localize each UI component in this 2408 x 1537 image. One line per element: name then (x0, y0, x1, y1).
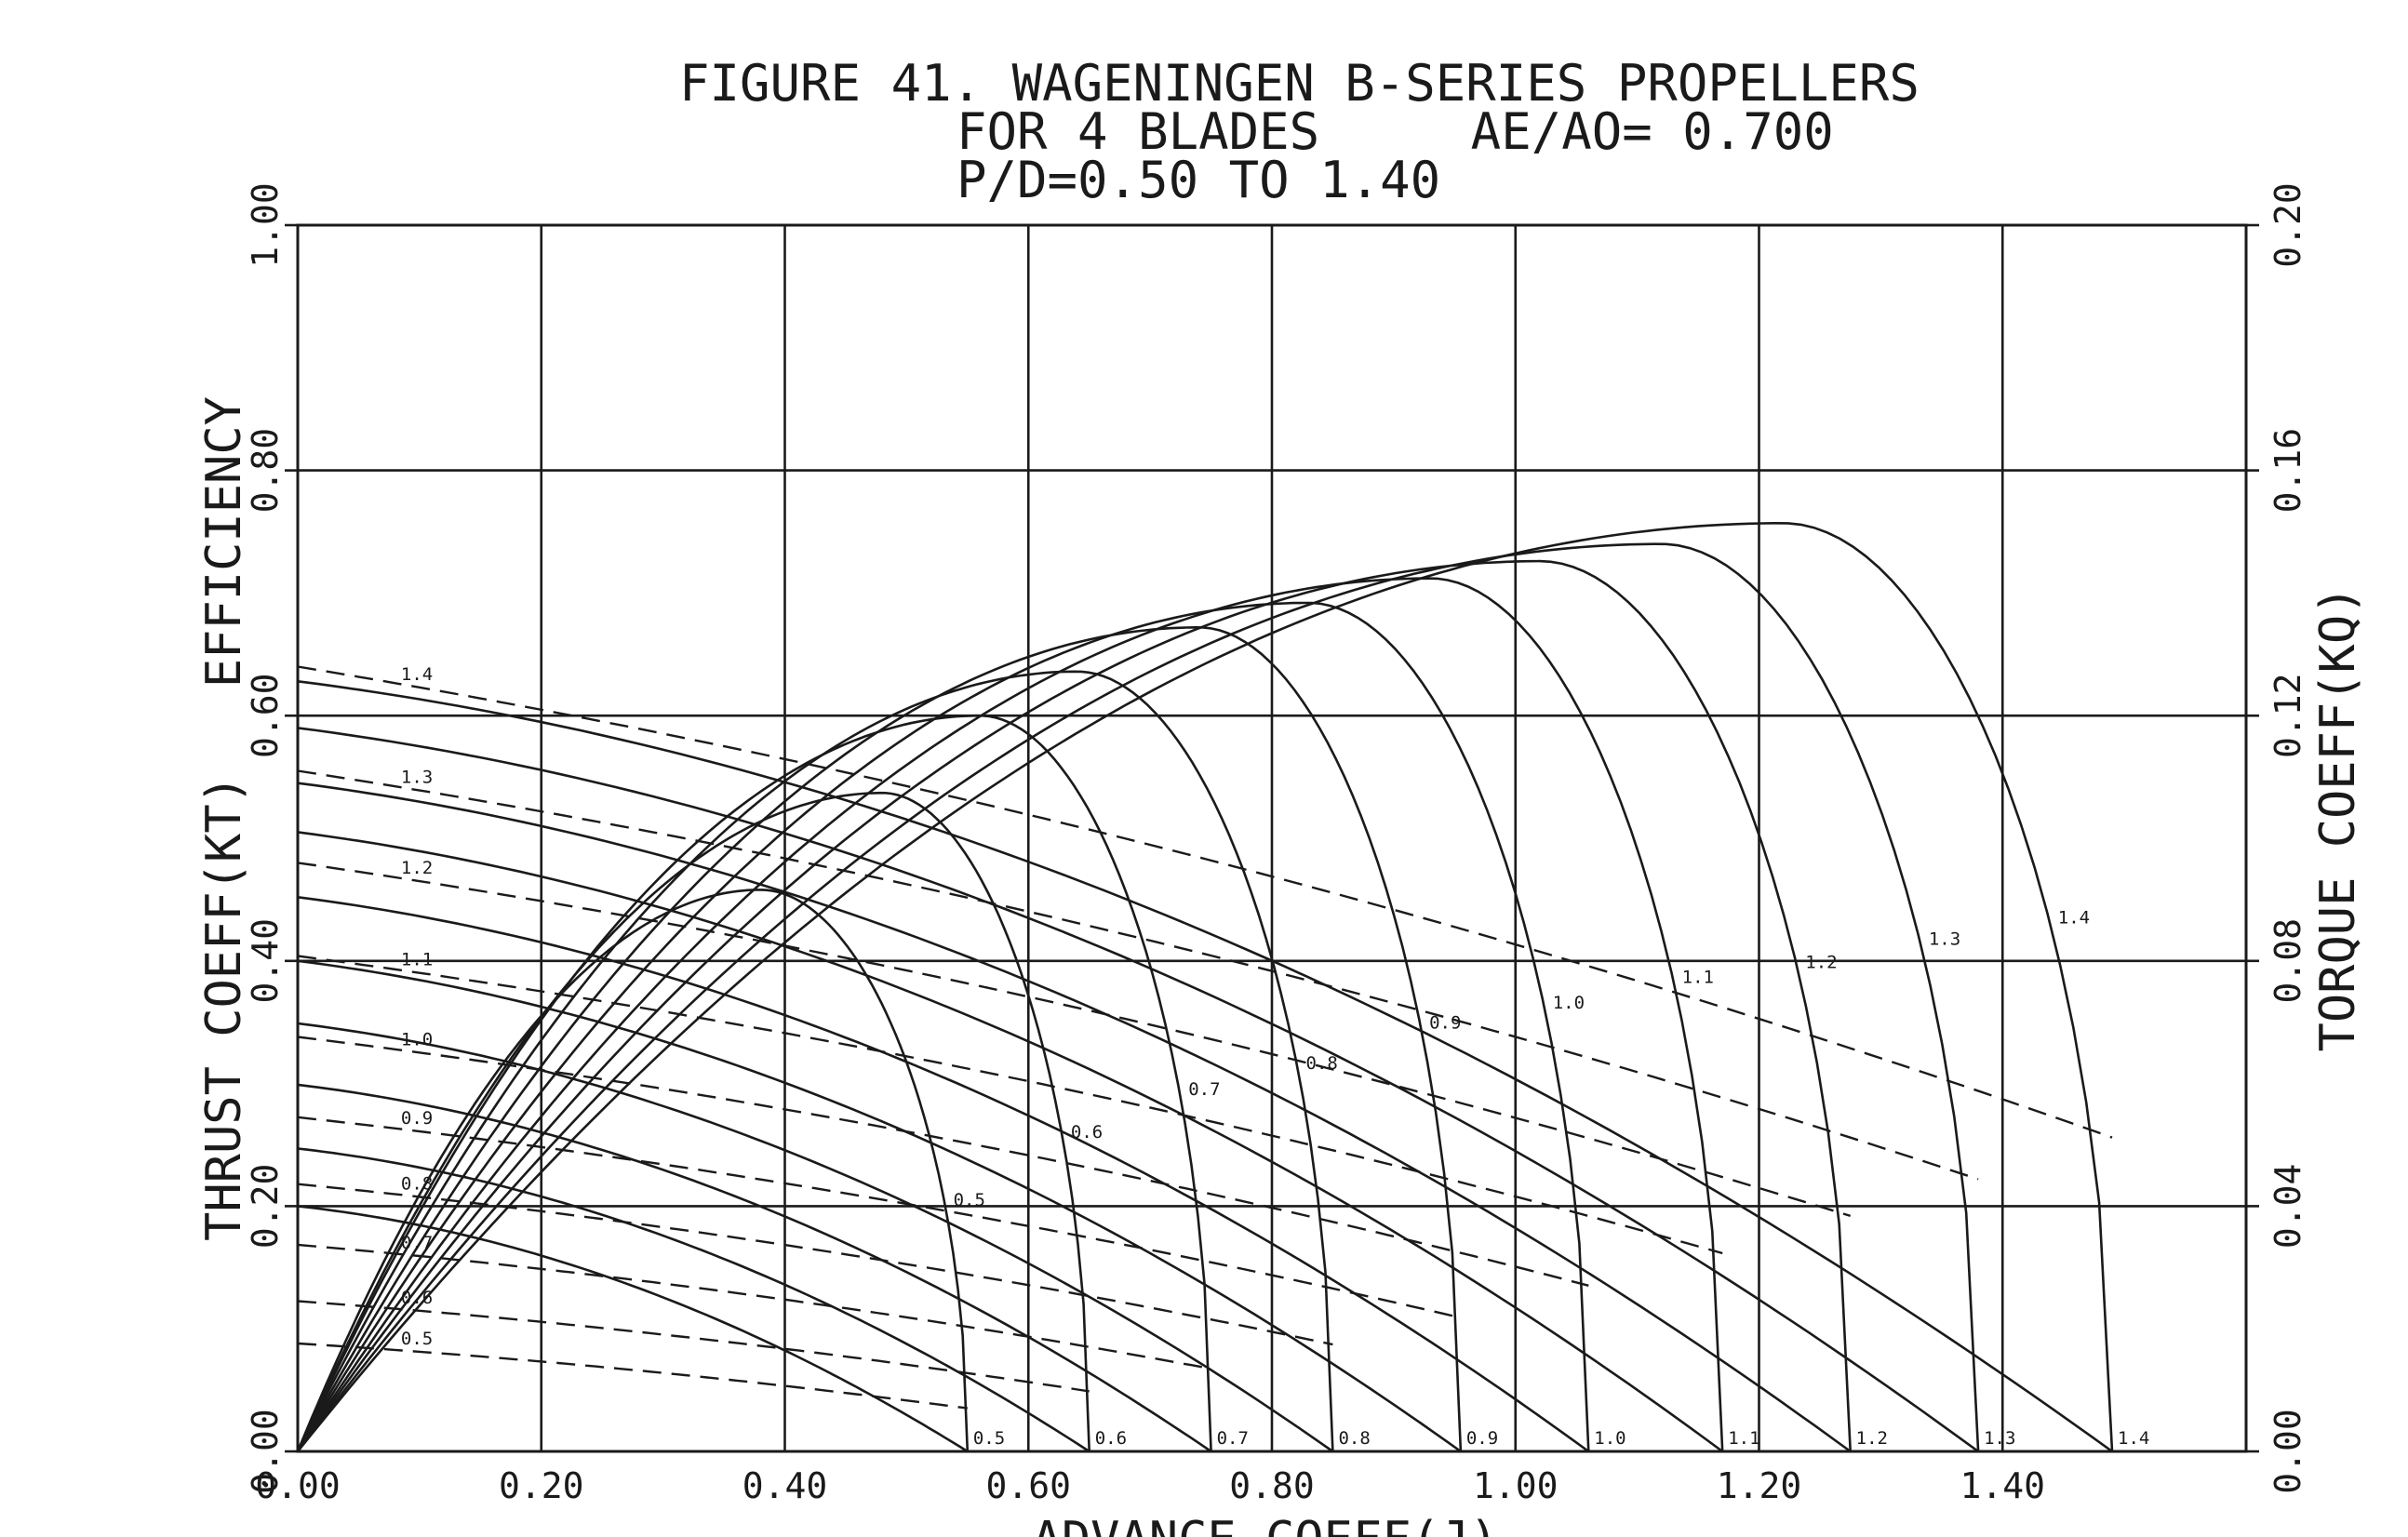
plot-frame (296, 223, 2248, 1453)
kt-curve-pd-0.9 (297, 959, 1462, 1453)
y-tick-label-right: 0.04 (2268, 1164, 2308, 1250)
kq-curve-pd-1.3 (297, 769, 1979, 1181)
kt-end-label: 0.8 (1338, 1428, 1370, 1449)
kq-curve-pd-0.7 (297, 1243, 1211, 1370)
efficiency-curve-label: 1.4 (2058, 908, 2090, 929)
y-tick-label-right: 0.20 (2268, 182, 2308, 268)
kq-curve-pd-1.2 (297, 862, 1852, 1218)
efficiency-curve-label: 0.7 (1188, 1079, 1220, 1100)
kq-curve-pd-0.5 (297, 1342, 968, 1410)
efficiency-curve-pd-1.3 (296, 542, 1980, 1452)
kt-curve-pd-0.7 (297, 1083, 1212, 1453)
chart-title: FIGURE 41. WAGENINGEN B-SERIES PROPELLER… (679, 54, 1920, 113)
kq-curve-label: 0.6 (401, 1288, 433, 1308)
kt-curve-pd-0.8 (297, 1022, 1334, 1453)
kq-curve-pd-1.4 (297, 665, 2113, 1139)
kt-curve-pd-1.4 (297, 680, 2113, 1453)
kq-curve-label: 1.4 (401, 664, 433, 685)
y-axis-label-right: TORQUE COEFF(KQ) (2310, 586, 2366, 1052)
kq-curve-pd-0.8 (297, 1183, 1333, 1346)
efficiency-curve-pd-1.4 (296, 521, 2114, 1452)
kq-curve-label: 1.0 (401, 1029, 433, 1049)
curves (296, 521, 2114, 1453)
kq-curve-pd-0.9 (297, 1116, 1462, 1319)
efficiency-curve-label: 1.0 (1553, 993, 1585, 1013)
y-tick-label-left: 0.20 (245, 1164, 286, 1250)
chart-titles: FIGURE 41. WAGENINGEN B-SERIES PROPELLER… (679, 54, 1920, 209)
kt-curve-pd-1.2 (297, 782, 1852, 1453)
efficiency-curve-pd-1.2 (296, 559, 1852, 1452)
kt-end-label: 0.5 (973, 1428, 1005, 1449)
y-tick-label-right: 0.12 (2268, 673, 2308, 758)
x-axis-label: ADVANCE COEFF(J) (1033, 1512, 1499, 1537)
y-tick-label-left: 1.00 (245, 182, 286, 268)
efficiency-curve-pd-0.9 (296, 625, 1463, 1452)
kq-curve-pd-1.1 (297, 955, 1723, 1255)
efficiency-curve-label: 1.1 (1682, 968, 1714, 988)
kq-curve-label: 0.7 (401, 1233, 433, 1253)
y-tick-label-left: 0.60 (245, 673, 286, 758)
kt-end-label: 1.4 (2118, 1428, 2149, 1449)
kt-end-label: 1.0 (1594, 1428, 1625, 1449)
x-tick-label: 1.20 (1717, 1465, 1802, 1506)
kq-curve-pd-1.0 (297, 1036, 1589, 1287)
kq-curve-label: 1.2 (401, 858, 433, 878)
kt-end-label: 0.6 (1095, 1428, 1127, 1449)
efficiency-curve-label: 0.5 (954, 1190, 985, 1210)
kq-curve-label: 0.5 (401, 1329, 433, 1349)
kq-curve-label: 0.9 (401, 1108, 433, 1129)
y-tick-label-left: 0.00 (245, 1409, 286, 1494)
y-tick-label-left: 0.40 (245, 918, 286, 1004)
x-tick-label: 0.60 (985, 1465, 1071, 1506)
y-tick-label-right: 0.16 (2268, 428, 2308, 514)
chart-subtitle-pitch-range: P/D=0.50 TO 1.40 (957, 151, 1440, 209)
efficiency-curve-pd-1.0 (296, 601, 1590, 1452)
tick-labels: 0.00 0.20 0.40 0.60 0.80 1.00 1.20 1.40 0.00 0.20… (245, 182, 2308, 1506)
x-tick-label: 1.00 (1473, 1465, 1559, 1506)
y-tick-label-right: 0.00 (2268, 1409, 2308, 1494)
efficiency-curve-label: 0.9 (1429, 1013, 1461, 1034)
y-tick-label-left: 0.80 (245, 428, 286, 514)
x-tick-label: 0.00 (255, 1465, 341, 1506)
kt-end-label: 1.3 (1984, 1428, 2015, 1449)
efficiency-curve-label: 0.6 (1071, 1122, 1103, 1143)
kt-end-label: 1.1 (1728, 1428, 1759, 1449)
x-tick-label: 0.40 (742, 1465, 828, 1506)
kt-end-label: 0.7 (1217, 1428, 1249, 1449)
x-tick-label: 1.40 (1960, 1465, 2045, 1506)
kt-curve-pd-1.0 (297, 896, 1590, 1453)
efficiency-curve-pd-1.1 (296, 577, 1724, 1452)
kt-curve-pd-1.3 (297, 727, 1979, 1453)
x-tick-label: 0.80 (1229, 1465, 1315, 1506)
kt-end-label: 1.2 (1856, 1428, 1888, 1449)
efficiency-curve-label: 0.8 (1306, 1053, 1338, 1074)
kt-curve-pd-1.1 (297, 831, 1723, 1453)
efficiency-curve-pd-0.5 (296, 889, 970, 1452)
y-axis-label-left: THRUST COEFF(KT) EFFICIENCY (196, 396, 252, 1241)
efficiency-curve-label: 1.3 (1929, 929, 1960, 950)
kt-end-label: 0.9 (1466, 1428, 1498, 1449)
efficiency-curve-pd-0.8 (296, 670, 1334, 1452)
kq-curve-label: 0.8 (401, 1173, 433, 1194)
chart-subtitle-blades: FOR 4 BLADES AE/AO= 0.700 (957, 102, 1834, 161)
kq-curve-label: 1.3 (401, 767, 433, 787)
efficiency-curve-pd-0.7 (296, 714, 1212, 1452)
efficiency-curve-label: 1.2 (1805, 953, 1837, 973)
kq-curve-label: 1.1 (401, 950, 433, 970)
kq-curve-pd-0.6 (297, 1300, 1090, 1393)
y-tick-label-right: 0.08 (2268, 918, 2308, 1004)
x-tick-label: 0.20 (499, 1465, 584, 1506)
curve-labels: 0.5 0.5 0.5 0.6 0.6 0.6 0.7 0.7 0.7 0.8 0.8 0.8 0.9 0… (401, 664, 2149, 1449)
